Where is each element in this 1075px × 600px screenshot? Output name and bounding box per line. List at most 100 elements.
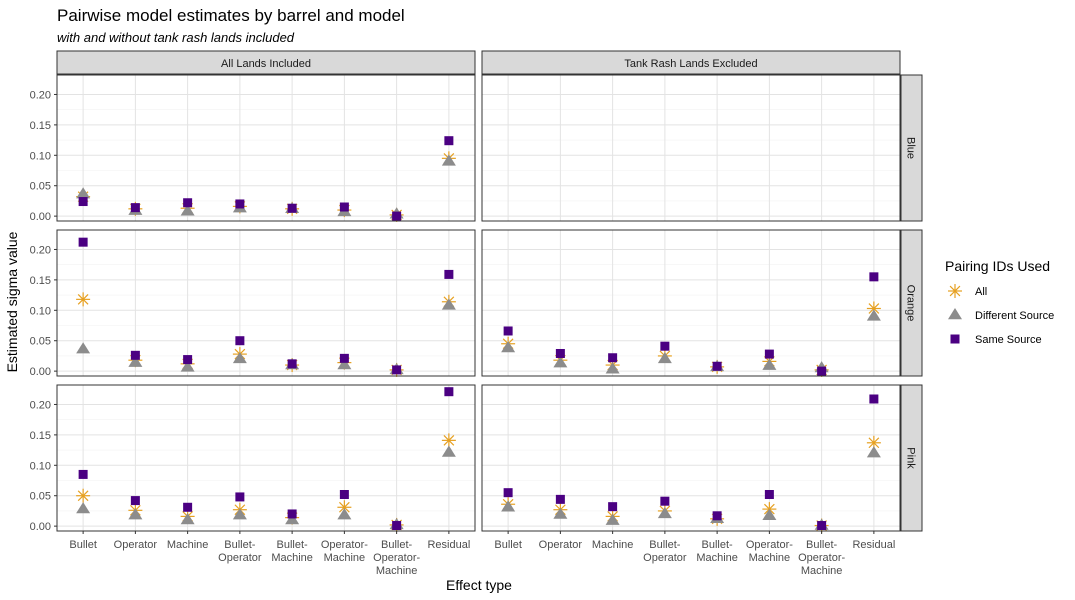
x-tick-label-line: Machine: [592, 539, 634, 551]
point-different-source: [76, 187, 91, 199]
point-same-source: [444, 136, 454, 146]
point-same-source: [339, 202, 349, 212]
x-tick-label: Residual: [852, 539, 895, 551]
legend: Pairing IDs Used All Different Source Same…: [945, 258, 1054, 346]
y-tick-label: 0.05: [30, 181, 51, 193]
x-tick-label-line: Operator-: [798, 552, 845, 564]
legend-label: All: [975, 286, 987, 298]
x-tick-label-line: Operator-: [373, 552, 420, 564]
point-same-source: [869, 272, 879, 282]
point-same-source: [712, 361, 722, 371]
point-all-stroke: [77, 293, 89, 305]
point-all: [337, 500, 352, 515]
point-same-source: [339, 490, 349, 499]
point-same-source: [660, 496, 670, 506]
point-same-source: [130, 496, 140, 506]
point-all: [76, 292, 91, 307]
x-tick-label-line: Machine: [324, 552, 366, 564]
legend-label: Same Source: [975, 334, 1042, 346]
panel-background: [482, 230, 900, 376]
panel-background: [57, 385, 475, 531]
point-same-source: [339, 353, 349, 363]
x-tick-label-line: Residual: [852, 539, 895, 551]
x-tick-label-line: Bullet: [494, 539, 522, 551]
point-same-source: [817, 366, 827, 376]
point-different-source: [605, 362, 620, 374]
point-same-source: [444, 269, 454, 279]
facet-strip-row-label: Pink: [905, 447, 917, 469]
point-same-source: [183, 198, 193, 208]
x-tick-label-line: Operator: [643, 552, 687, 564]
x-tick-label: Bullet-Operator-Machine: [798, 539, 845, 577]
y-tick-label: 0.10: [30, 460, 51, 472]
legend-key-same-source: [950, 334, 960, 344]
x-tick-label: Bullet-Machine: [271, 539, 313, 564]
point-different-source: [337, 358, 352, 370]
facet-panel: [481, 384, 901, 533]
point-different-source: [180, 204, 195, 216]
point-different-source: [232, 351, 247, 364]
point-same-source: [503, 488, 513, 498]
x-tick-label: Bullet: [69, 539, 97, 551]
x-tick-label-line: Operator: [539, 539, 583, 551]
point-different-source: [337, 508, 352, 520]
point-different-source: [553, 507, 568, 519]
point-same-source: [130, 350, 140, 360]
x-tick-label-line: Machine: [749, 552, 791, 564]
chart-title: Pairwise model estimates by barrel and m…: [57, 6, 405, 25]
x-tick-label: Operator: [114, 539, 158, 551]
facet-strip-row-label: Blue: [905, 137, 917, 159]
y-tick-label: 0.15: [30, 275, 51, 287]
point-same-source: [287, 509, 297, 519]
point-same-source: [392, 211, 402, 221]
point-different-source: [657, 351, 672, 364]
y-tick-label: 0.15: [30, 430, 51, 442]
y-tick-label: 0.05: [30, 491, 51, 503]
facet-strip-col: [481, 50, 901, 75]
panel-border: [56, 74, 476, 222]
point-same-source: [183, 502, 193, 512]
x-axis-title: Effect type: [446, 577, 512, 593]
y-tick-label: 0.15: [30, 120, 51, 132]
point-different-source: [441, 445, 456, 457]
point-all: [866, 301, 881, 316]
point-different-source: [441, 298, 456, 310]
point-same-source: [764, 490, 774, 499]
y-tick-label: 0.20: [30, 244, 51, 256]
x-tick-label-line: Bullet-: [381, 539, 413, 551]
point-different-source: [762, 358, 777, 370]
point-different-source: [866, 309, 881, 321]
x-tick-label: Machine: [592, 539, 634, 551]
x-tick-label: Residual: [427, 539, 470, 551]
facet-panel: [481, 74, 901, 222]
point-different-source: [441, 154, 456, 166]
x-tick-label-line: Bullet-: [224, 539, 256, 551]
chart-subtitle: with and without tank rash lands include…: [57, 30, 295, 45]
x-tick-label-line: Machine: [376, 565, 418, 577]
point-same-source: [235, 336, 245, 346]
facet-panel: [56, 384, 476, 532]
point-same-source: [608, 353, 618, 363]
point-different-source: [866, 446, 881, 458]
facet-strip-col-label: All Lands Included: [221, 58, 311, 70]
x-tick-label-line: Operator-: [746, 539, 793, 551]
x-tick-label: Operator: [539, 539, 583, 551]
panel-border: [56, 229, 476, 377]
facet-strip-row: [900, 384, 923, 532]
point-same-source: [235, 492, 245, 502]
legend-entry: Same Source: [950, 334, 1042, 346]
y-tick-label: 0.20: [30, 89, 51, 101]
point-all-stroke: [77, 490, 89, 502]
point-different-source: [180, 360, 195, 372]
point-different-source: [76, 502, 91, 514]
legend-label: Different Source: [975, 310, 1054, 322]
point-all-stroke: [339, 501, 350, 513]
point-different-source: [553, 356, 568, 368]
point-all-stroke: [868, 303, 880, 314]
point-all: [441, 433, 456, 448]
x-tick-label: Operator-Machine: [321, 539, 368, 564]
point-same-source: [287, 203, 297, 213]
x-tick-label: Bullet-Operator: [643, 539, 687, 564]
x-tick-label-line: Residual: [427, 539, 470, 551]
x-tick-label-line: Machine: [271, 552, 313, 564]
